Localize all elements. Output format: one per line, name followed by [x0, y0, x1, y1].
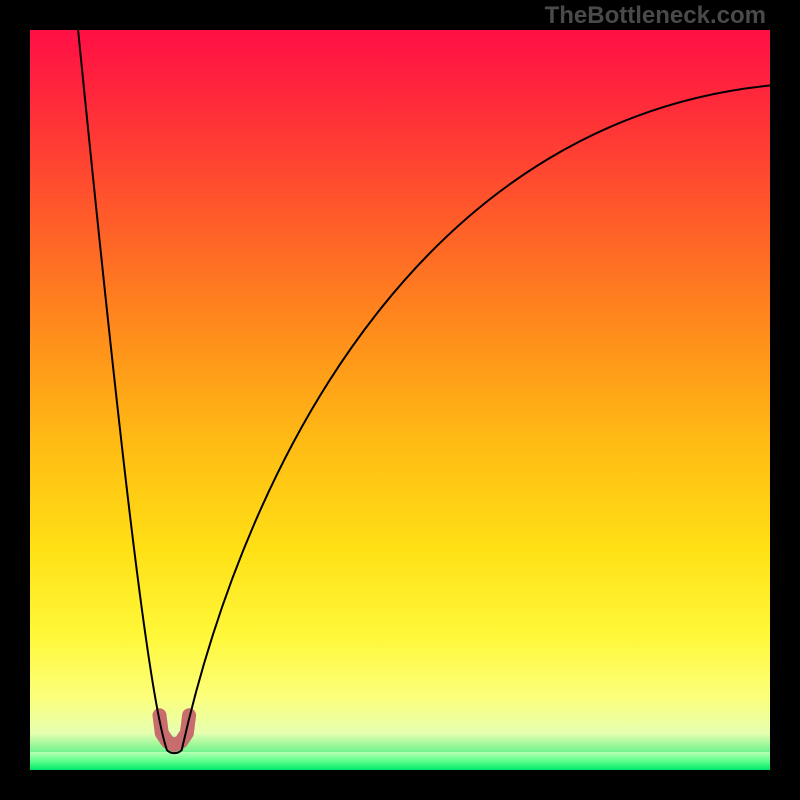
bottleneck-curve: [78, 30, 770, 753]
curve-layer: [30, 30, 770, 770]
chart-root: TheBottleneck.com: [0, 0, 800, 800]
plot-area: [30, 30, 770, 770]
watermark-text: TheBottleneck.com: [545, 2, 766, 30]
